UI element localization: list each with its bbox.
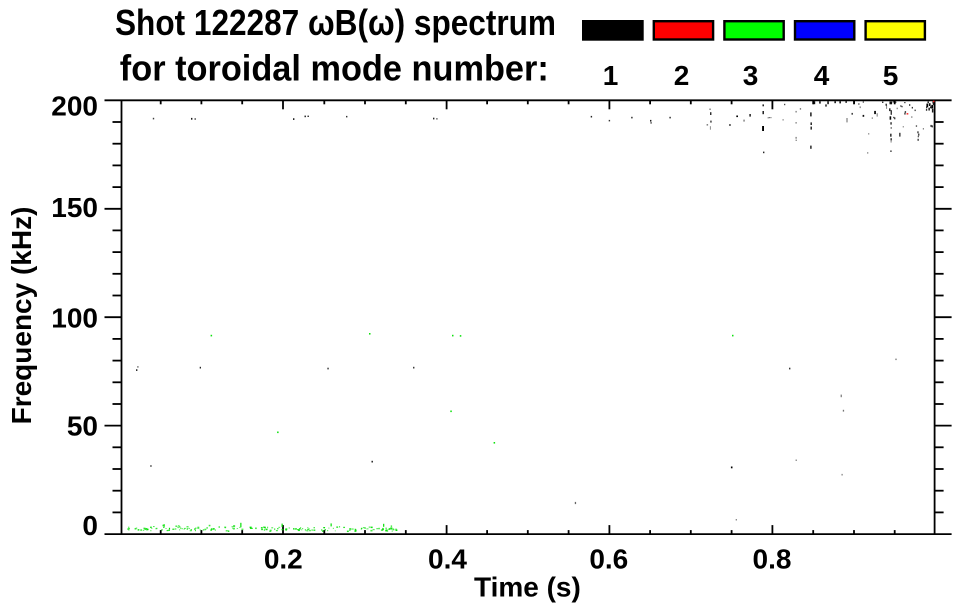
svg-text:0: 0 [82,510,98,541]
svg-text:for toroidal mode number:: for toroidal mode number: [120,48,549,89]
svg-text:1: 1 [603,60,619,91]
svg-text:4: 4 [814,60,830,91]
svg-text:Frequency (kHz): Frequency (kHz) [6,207,37,425]
svg-text:Shot 122287 ωB(ω) spectrum: Shot 122287 ωB(ω) spectrum [115,2,556,43]
svg-text:3: 3 [743,60,759,91]
svg-text:2: 2 [674,60,690,91]
svg-text:50: 50 [67,411,98,442]
svg-text:100: 100 [51,303,98,334]
svg-text:0.6: 0.6 [589,544,628,575]
svg-text:200: 200 [51,90,98,121]
svg-text:0.4: 0.4 [428,544,467,575]
svg-text:0.8: 0.8 [753,544,792,575]
svg-text:0.2: 0.2 [264,544,303,575]
svg-text:5: 5 [883,60,899,91]
svg-text:Time (s): Time (s) [474,572,581,603]
svg-text:150: 150 [51,192,98,223]
